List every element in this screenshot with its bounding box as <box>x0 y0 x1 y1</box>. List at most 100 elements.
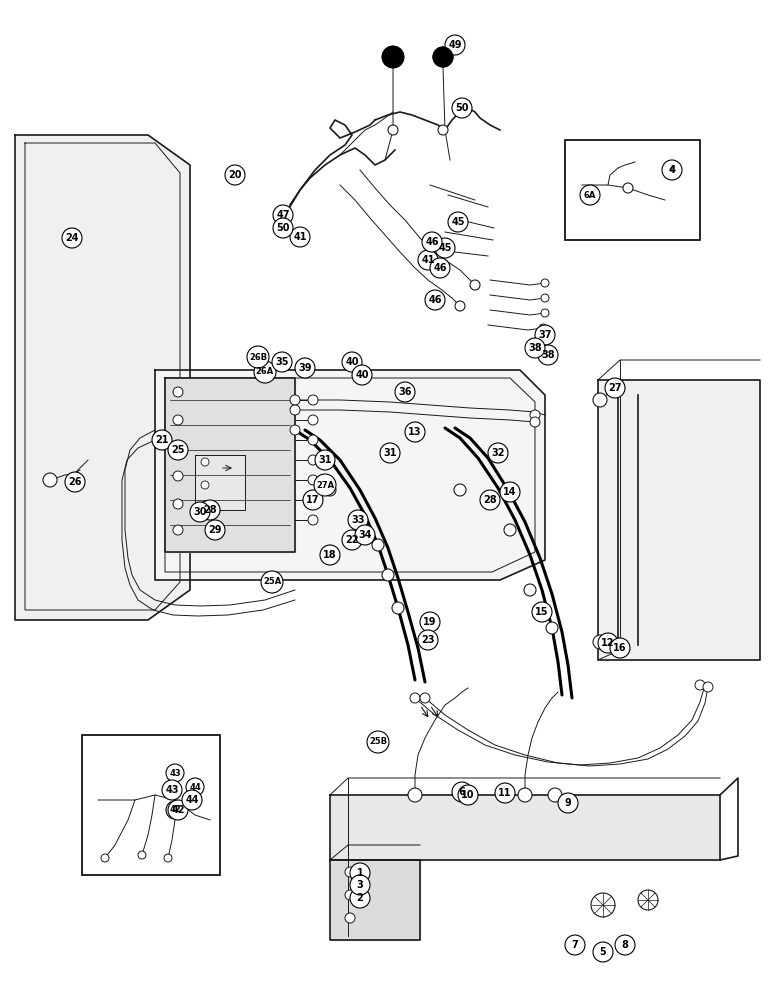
Circle shape <box>595 944 611 960</box>
Circle shape <box>518 788 532 802</box>
Circle shape <box>290 405 300 415</box>
Polygon shape <box>330 795 720 860</box>
Text: 6: 6 <box>459 787 466 797</box>
Circle shape <box>290 227 310 247</box>
Circle shape <box>567 937 583 953</box>
Circle shape <box>598 633 618 653</box>
Circle shape <box>342 352 362 372</box>
Circle shape <box>200 500 220 520</box>
Circle shape <box>315 450 335 470</box>
Circle shape <box>532 602 552 622</box>
Circle shape <box>101 854 109 862</box>
Circle shape <box>320 545 340 565</box>
Text: 11: 11 <box>498 788 512 798</box>
Circle shape <box>345 890 355 900</box>
Text: 22: 22 <box>345 535 359 545</box>
Circle shape <box>425 290 445 310</box>
Circle shape <box>433 47 453 67</box>
Circle shape <box>355 525 375 545</box>
Text: 44: 44 <box>185 795 198 805</box>
Circle shape <box>420 612 440 632</box>
Text: 28: 28 <box>203 505 217 515</box>
Text: 25B: 25B <box>369 738 387 746</box>
Text: 39: 39 <box>298 363 312 373</box>
Circle shape <box>495 783 515 803</box>
Circle shape <box>593 942 613 962</box>
Circle shape <box>593 635 607 649</box>
Circle shape <box>201 481 209 489</box>
Circle shape <box>565 935 585 955</box>
Circle shape <box>600 949 606 955</box>
Text: 45: 45 <box>452 217 465 227</box>
Circle shape <box>152 430 172 450</box>
Circle shape <box>372 539 384 551</box>
Circle shape <box>558 793 578 813</box>
Circle shape <box>388 125 398 135</box>
Circle shape <box>382 569 394 581</box>
Text: 21: 21 <box>155 435 169 445</box>
Circle shape <box>703 682 713 692</box>
Circle shape <box>43 473 57 487</box>
Circle shape <box>382 46 404 68</box>
Text: 31: 31 <box>383 448 397 458</box>
Circle shape <box>205 520 225 540</box>
Text: 43: 43 <box>165 785 179 795</box>
Text: 28: 28 <box>483 495 497 505</box>
Text: 26: 26 <box>68 477 82 487</box>
Text: 26A: 26A <box>256 367 274 376</box>
Circle shape <box>488 443 508 463</box>
Text: 8: 8 <box>621 940 628 950</box>
Circle shape <box>173 387 183 397</box>
Circle shape <box>190 502 210 522</box>
Circle shape <box>166 801 184 819</box>
Circle shape <box>541 279 549 287</box>
Text: 49: 49 <box>449 40 462 50</box>
Polygon shape <box>195 455 245 510</box>
Circle shape <box>580 185 600 205</box>
Polygon shape <box>330 860 420 940</box>
Circle shape <box>524 584 536 596</box>
Text: 38: 38 <box>528 343 542 353</box>
Text: 46: 46 <box>425 237 438 247</box>
Circle shape <box>470 280 480 290</box>
Circle shape <box>538 345 558 365</box>
Text: 20: 20 <box>229 170 242 180</box>
Circle shape <box>445 35 465 55</box>
Circle shape <box>418 250 438 270</box>
Circle shape <box>138 851 146 859</box>
Circle shape <box>166 764 184 782</box>
Text: 5: 5 <box>600 947 606 957</box>
Text: 19: 19 <box>423 617 437 627</box>
Text: 42: 42 <box>169 806 181 814</box>
Circle shape <box>314 474 336 496</box>
Text: 16: 16 <box>613 643 627 653</box>
Circle shape <box>458 788 472 802</box>
Polygon shape <box>165 378 295 552</box>
Circle shape <box>173 415 183 425</box>
Circle shape <box>254 361 276 383</box>
Circle shape <box>448 212 468 232</box>
Circle shape <box>273 218 293 238</box>
Circle shape <box>295 358 315 378</box>
Circle shape <box>454 484 466 496</box>
Text: 40: 40 <box>355 370 369 380</box>
Text: 50: 50 <box>455 103 469 113</box>
Circle shape <box>380 443 400 463</box>
Circle shape <box>62 228 82 248</box>
Circle shape <box>438 125 448 135</box>
Circle shape <box>455 301 465 311</box>
Circle shape <box>182 790 202 810</box>
Circle shape <box>348 510 368 530</box>
Circle shape <box>65 472 85 492</box>
Circle shape <box>433 47 453 67</box>
Circle shape <box>541 309 549 317</box>
Text: 43: 43 <box>169 768 181 778</box>
Circle shape <box>395 382 415 402</box>
Circle shape <box>418 630 438 650</box>
Circle shape <box>530 410 540 420</box>
Circle shape <box>410 693 420 703</box>
Circle shape <box>392 602 404 614</box>
Text: 27: 27 <box>608 383 621 393</box>
Circle shape <box>504 524 516 536</box>
Text: 27A: 27A <box>316 481 334 489</box>
